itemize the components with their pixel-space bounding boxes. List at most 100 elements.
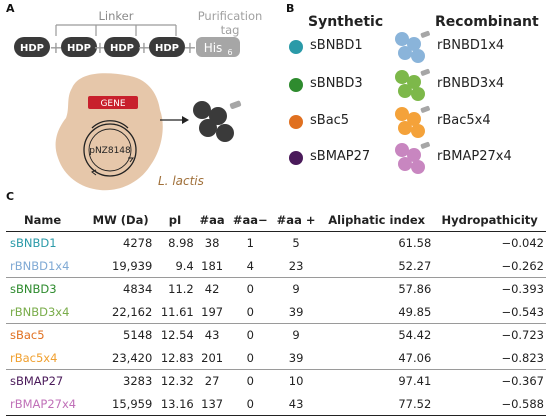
cell-name: rBNBD1x4 xyxy=(6,254,87,278)
cell-hydropathicity: −0.723 xyxy=(501,328,544,343)
plasmid-icon xyxy=(83,120,137,177)
panel-label-a: A xyxy=(6,2,15,15)
cell-name: sBNBD3 xyxy=(10,282,57,297)
cell-aa: 27 xyxy=(204,374,220,389)
synthetic-label: sBac5 xyxy=(310,113,350,128)
cell-mw: 5148 xyxy=(123,328,153,343)
his-tag-subscript: 6 xyxy=(227,48,232,57)
synthetic-dot-3 xyxy=(289,151,303,165)
table-row: sBNBD1 4278 8.98 38 1 5 61.58 −0.042 xyxy=(6,232,546,255)
cell-aa-pos: 39 xyxy=(272,346,321,370)
header-aa: #aa xyxy=(195,210,229,232)
plus-sign: + xyxy=(49,38,62,57)
header-aliphatic: Aliphatic index xyxy=(320,210,434,232)
expressed-protein-icon xyxy=(193,100,242,142)
recombinant-label: rBNBD1x4 xyxy=(437,38,505,53)
cell-mw: 4834 xyxy=(123,282,153,297)
cell-mw: 23,420 xyxy=(86,346,155,370)
cell-aa-neg: 0 xyxy=(228,300,273,324)
table-row: rBNBD1x4 19,939 9.4 181 4 23 52.27 −0.262 xyxy=(6,254,546,278)
header-mw: MW (Da) xyxy=(86,210,155,232)
cell-aliphatic: 49.85 xyxy=(320,300,434,324)
hdp-block-4: HDP xyxy=(149,37,185,57)
cell-name: rBac5x4 xyxy=(6,346,87,370)
hdp-label: HDP xyxy=(67,43,91,54)
recombinant-blob-icon-0 xyxy=(395,30,430,63)
hdp-block-2: HDP xyxy=(61,37,97,57)
header-aa-neg: #aa− xyxy=(228,210,273,232)
plus-sign: + xyxy=(137,38,150,57)
cell-aa-neg: 0 xyxy=(228,392,273,416)
his-tag-label: His xyxy=(204,41,223,55)
cell-aliphatic: 47.06 xyxy=(320,346,434,370)
cell-mw: 15,959 xyxy=(86,392,155,416)
cell-pi: 12.83 xyxy=(154,346,196,370)
hdp-label: HDP xyxy=(110,43,134,54)
arrow-right-icon xyxy=(160,116,189,124)
cell-aa-neg: 0 xyxy=(228,346,273,370)
recombinant-heading: Recombinant xyxy=(435,14,539,30)
cell-name: sBMAP27 xyxy=(10,374,64,389)
cell-aliphatic: 54.42 xyxy=(398,328,432,343)
synthetic-label: sBNBD3 xyxy=(310,76,363,91)
table-header-row: Name MW (Da) pI #aa #aa− #aa + Aliphatic… xyxy=(6,210,546,232)
cell-aliphatic: 77.52 xyxy=(320,392,434,416)
recombinant-blob-icon-2 xyxy=(395,105,430,138)
cell-aa: 137 xyxy=(195,392,229,416)
hdp-label: HDP xyxy=(20,43,44,54)
table-row: rBMAP27x4 15,959 13.16 137 0 43 77.52 −0.588 xyxy=(6,392,546,416)
cell-hydropathicity: −0.543 xyxy=(433,300,546,324)
plus-sign: + xyxy=(183,38,196,57)
hdp-block-1: HDP xyxy=(14,37,50,57)
cell-mw: 22,162 xyxy=(86,300,155,324)
cell-hydropathicity: −0.262 xyxy=(433,254,546,278)
cell-mw: 4278 xyxy=(123,236,153,251)
construct-diagram: Linker Purification tag HDP + HDP + HDP … xyxy=(14,9,262,191)
his-tag-block: His 6 xyxy=(196,37,240,57)
header-hydropathicity: Hydropathicity xyxy=(433,210,546,232)
table-row: rBNBD3x4 22,162 11.61 197 0 39 49.85 −0.543 xyxy=(6,300,546,324)
cell-aa-pos: 5 xyxy=(292,236,300,251)
cell-mw: 19,939 xyxy=(86,254,155,278)
cell-hydropathicity: −0.042 xyxy=(501,236,544,251)
cell-pi: 8.98 xyxy=(168,236,194,251)
cell-aa: 181 xyxy=(195,254,229,278)
table-row: sBNBD3 4834 11.2 42 0 9 57.86 −0.393 xyxy=(6,278,546,301)
header-aa-pos: #aa + xyxy=(272,210,321,232)
synthetic-dot-2 xyxy=(289,115,303,129)
cell-aa-neg: 0 xyxy=(246,328,254,343)
header-pi: pI xyxy=(154,210,196,232)
cell-aa-pos: 9 xyxy=(292,282,300,297)
gene-bar xyxy=(88,96,138,109)
cell-aa-pos: 23 xyxy=(272,254,321,278)
synthetic-dot-0 xyxy=(289,40,303,54)
plus-sign: + xyxy=(93,38,106,57)
organism-label: L. lactis xyxy=(158,174,204,188)
synthetic-label: sBNBD1 xyxy=(310,38,363,53)
purification-label-line2: tag xyxy=(221,23,240,37)
recombinant-label: rBac5x4 xyxy=(437,113,491,128)
plasmid-label: pNZ8148 xyxy=(89,146,131,156)
cell-aa-neg: 1 xyxy=(246,236,254,251)
cell-pi: 11.61 xyxy=(154,300,196,324)
cell-aa: 197 xyxy=(195,300,229,324)
cell-aa: 201 xyxy=(195,346,229,370)
recombinant-label: rBMAP27x4 xyxy=(437,149,512,164)
cell-hydropathicity: −0.588 xyxy=(433,392,546,416)
cell-pi: 9.4 xyxy=(154,254,196,278)
gene-label: GENE xyxy=(100,99,125,109)
panel-label-b: B xyxy=(286,2,295,15)
cell-name: rBNBD3x4 xyxy=(6,300,87,324)
cell-mw: 3283 xyxy=(123,374,153,389)
linker-label: Linker xyxy=(99,9,134,23)
cell-aa-neg: 0 xyxy=(246,374,254,389)
hdp-block-3: HDP xyxy=(104,37,140,57)
table-row: sBac5 5148 12.54 43 0 9 54.42 −0.723 xyxy=(6,324,546,347)
cell-hydropathicity: −0.367 xyxy=(501,374,544,389)
cell-aa-neg: 0 xyxy=(246,282,254,297)
cell-pi: 11.2 xyxy=(168,282,194,297)
cell-pi: 12.32 xyxy=(160,374,194,389)
table-row: sBMAP27 3283 12.32 27 0 10 97.41 −0.367 xyxy=(6,370,546,393)
header-name: Name xyxy=(6,210,87,232)
cell-pi: 13.16 xyxy=(154,392,196,416)
